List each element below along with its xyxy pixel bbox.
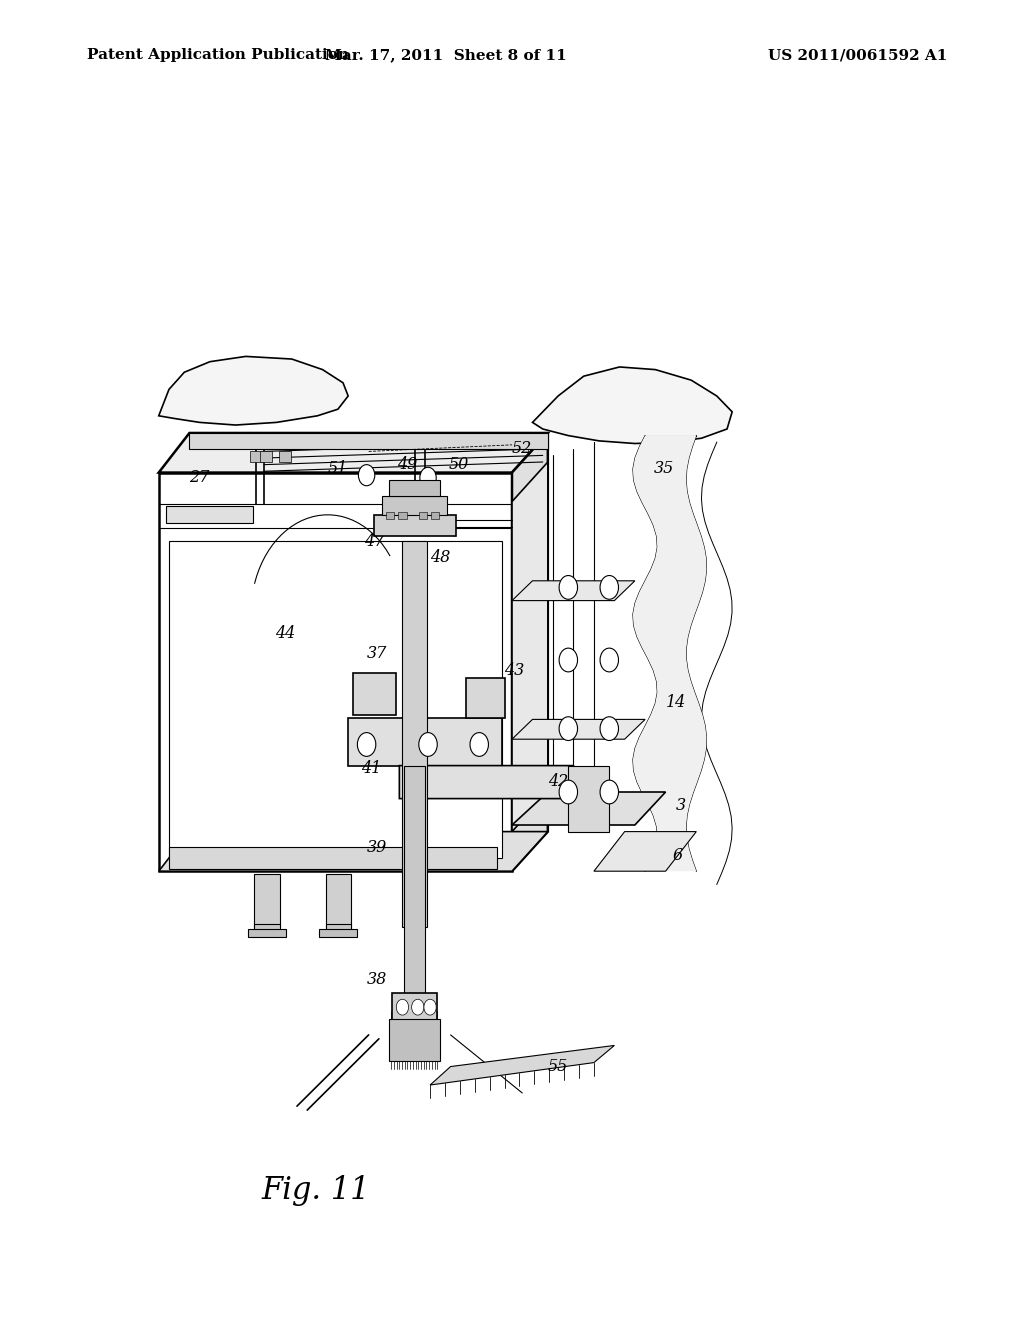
Polygon shape — [399, 766, 589, 799]
Circle shape — [600, 648, 618, 672]
Bar — [389, 480, 440, 496]
Polygon shape — [512, 719, 645, 739]
Text: 37: 37 — [367, 645, 387, 661]
Polygon shape — [532, 367, 732, 444]
Bar — [326, 874, 351, 927]
Circle shape — [420, 467, 436, 488]
Bar — [389, 1019, 440, 1061]
Text: 27: 27 — [189, 470, 210, 486]
Bar — [404, 766, 425, 997]
Bar — [568, 766, 609, 832]
Text: 35: 35 — [653, 461, 674, 477]
Polygon shape — [159, 433, 548, 473]
Text: 39: 39 — [367, 840, 387, 855]
Bar — [398, 512, 407, 519]
Bar — [402, 541, 427, 927]
Polygon shape — [594, 832, 696, 871]
Circle shape — [559, 576, 578, 599]
Text: 3: 3 — [676, 797, 686, 813]
Circle shape — [600, 717, 618, 741]
Circle shape — [559, 780, 578, 804]
Polygon shape — [633, 436, 707, 871]
Polygon shape — [348, 718, 502, 766]
Text: 55: 55 — [548, 1059, 568, 1074]
Polygon shape — [159, 356, 348, 425]
Circle shape — [424, 999, 436, 1015]
Bar — [386, 512, 394, 519]
Text: 48: 48 — [430, 549, 451, 565]
Bar — [392, 993, 437, 1022]
Circle shape — [470, 733, 488, 756]
Bar — [260, 451, 272, 462]
Text: 6: 6 — [673, 847, 683, 863]
Text: Mar. 17, 2011  Sheet 8 of 11: Mar. 17, 2011 Sheet 8 of 11 — [325, 49, 566, 62]
Text: 43: 43 — [504, 663, 524, 678]
Bar — [353, 673, 396, 715]
Text: 44: 44 — [274, 626, 295, 642]
Circle shape — [412, 999, 424, 1015]
Bar — [248, 929, 286, 937]
Bar — [374, 515, 456, 536]
Bar — [254, 874, 280, 927]
Circle shape — [559, 648, 578, 672]
Text: 51: 51 — [328, 461, 348, 477]
Bar — [319, 929, 357, 937]
Polygon shape — [430, 1045, 614, 1085]
Text: Fig. 11: Fig. 11 — [261, 1175, 370, 1206]
Bar — [419, 512, 427, 519]
Bar — [250, 451, 262, 462]
Text: 49: 49 — [397, 457, 418, 473]
Bar — [466, 678, 505, 718]
Bar — [254, 924, 280, 932]
Circle shape — [419, 733, 437, 756]
Polygon shape — [512, 462, 548, 832]
Text: US 2011/0061592 A1: US 2011/0061592 A1 — [768, 49, 947, 62]
Text: 38: 38 — [367, 972, 387, 987]
Polygon shape — [159, 473, 512, 871]
Text: 42: 42 — [548, 774, 568, 789]
Circle shape — [357, 733, 376, 756]
Bar — [166, 506, 253, 523]
Polygon shape — [512, 792, 666, 825]
Bar — [279, 451, 291, 462]
Circle shape — [559, 717, 578, 741]
Circle shape — [396, 999, 409, 1015]
Text: 52: 52 — [512, 441, 532, 457]
Polygon shape — [512, 581, 635, 601]
Bar — [169, 847, 497, 869]
Text: 40: 40 — [397, 1024, 418, 1040]
Bar — [382, 496, 447, 515]
Text: 36: 36 — [356, 698, 377, 714]
Polygon shape — [512, 433, 548, 871]
Text: 14: 14 — [666, 694, 686, 710]
Text: 47: 47 — [364, 533, 384, 549]
Circle shape — [358, 465, 375, 486]
Text: Patent Application Publication: Patent Application Publication — [87, 49, 349, 62]
Circle shape — [600, 576, 618, 599]
Bar — [431, 512, 439, 519]
Bar — [169, 541, 502, 858]
Polygon shape — [189, 433, 548, 449]
Bar — [326, 924, 351, 932]
Polygon shape — [159, 832, 548, 871]
Text: 50: 50 — [449, 457, 469, 473]
Text: 41: 41 — [360, 760, 381, 776]
Circle shape — [600, 780, 618, 804]
